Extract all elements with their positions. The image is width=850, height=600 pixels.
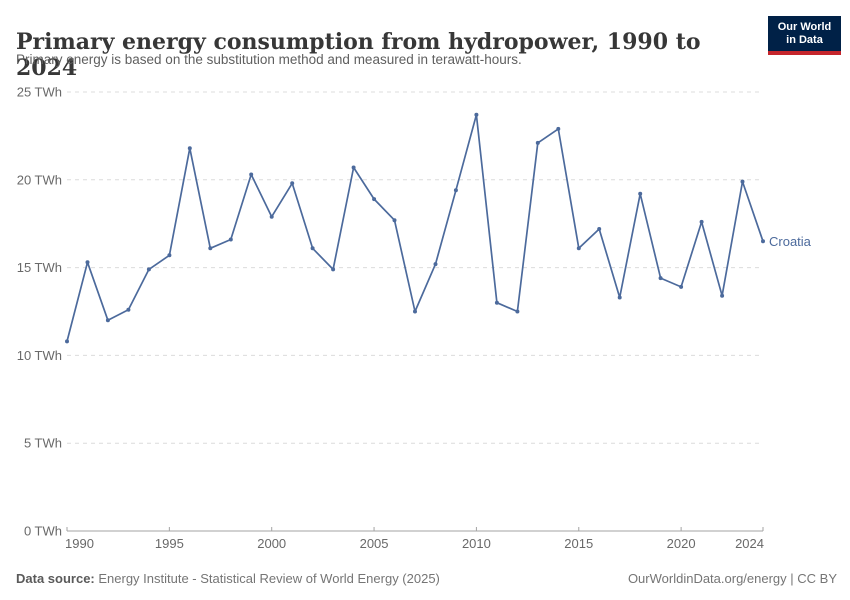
y-axis-tick-label: 25 TWh [17,85,62,100]
data-point [413,309,417,314]
data-point [269,214,274,219]
owid-credit-link[interactable]: OurWorldinData.org/energy | CC BY [627,571,837,586]
x-axis-tick-label: 2000 [257,536,286,551]
y-axis-tick-label: 10 TWh [17,348,62,363]
data-point [740,179,745,184]
y-axis-tick-label: 15 TWh [17,260,62,275]
data-point [249,172,254,177]
data-point [638,191,643,196]
series-label-croatia: Croatia [769,234,811,249]
x-axis-tick-label: 1990 [65,536,94,551]
data-point [679,284,684,289]
owid-logo-line2: in Data [786,34,823,46]
data-point [597,227,602,231]
data-point [658,276,663,281]
owid-logo-line1: Our World [777,21,832,33]
data-point [535,140,540,145]
data-point [372,197,377,202]
data-point [761,239,765,244]
data-point [453,188,458,193]
page-title: Primary energy consumption from hydropow… [16,28,701,81]
data-point [494,300,499,305]
data-point [146,267,151,272]
x-axis-tick-label: 2005 [360,536,389,551]
data-point [126,307,131,312]
x-axis-tick-label: 2010 [462,536,491,551]
data-line-croatia [66,113,764,343]
data-point [617,295,622,300]
y-axis-tick-label: 20 TWh [17,172,62,187]
data-point [65,339,69,344]
chart-footer: Data source: Energy Institute - Statisti… [16,571,837,586]
y-axis-tick-label: 0 TWh [24,524,62,539]
x-axis-tick-label: 1995 [155,536,184,551]
data-point [187,146,192,151]
data-source-text: Energy Institute - Statistical Review of… [94,571,440,586]
data-source: Data source: Energy Institute - Statisti… [16,571,440,586]
data-point [351,165,356,170]
data-point [290,181,295,186]
data-point [105,318,110,323]
data-point [720,293,725,298]
data-point [515,309,520,314]
data-point [310,246,315,251]
data-source-label: Data source: [16,571,95,586]
x-axis-tick-label: 2015 [564,536,593,551]
owid-logo[interactable]: Our World in Data [768,16,841,55]
y-axis-tick-label: 5 TWh [24,436,62,451]
x-axis-tick-label: 2020 [667,536,696,551]
data-point [208,246,213,251]
data-point [576,246,581,251]
data-point [556,126,561,131]
data-point [85,260,90,265]
chart-subtitle: Primary energy is based on the substitut… [16,52,522,67]
x-axis-tick-label: 2024 [735,536,764,551]
data-point [228,237,233,242]
data-point [474,112,479,117]
data-point [433,262,438,267]
data-point [699,219,704,224]
data-point [331,267,336,272]
data-point [392,218,397,223]
data-point [167,253,172,258]
